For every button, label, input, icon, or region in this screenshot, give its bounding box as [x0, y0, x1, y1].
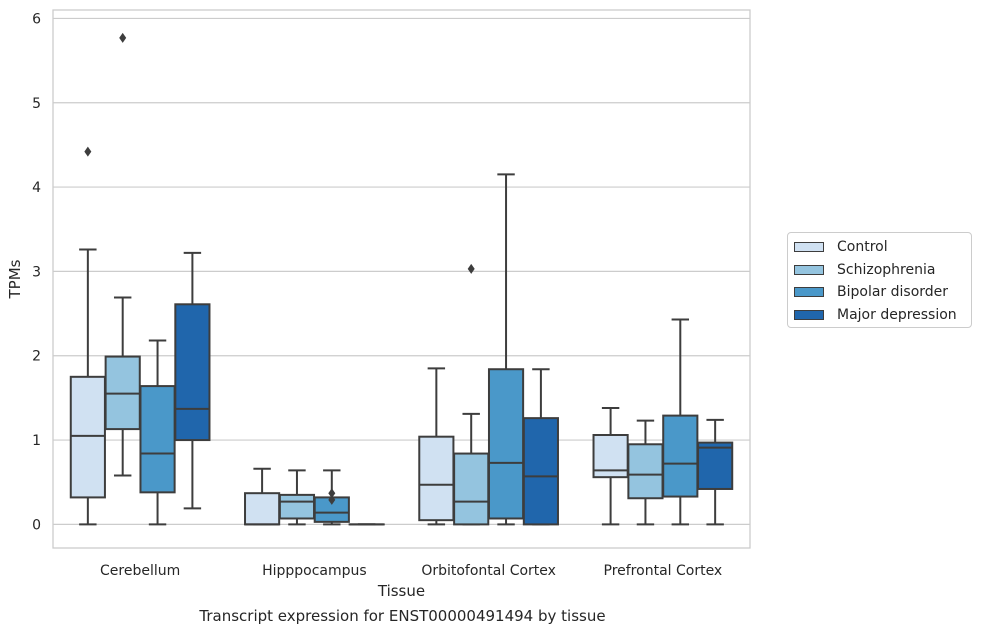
legend-swatch [794, 242, 824, 252]
box-body [69, 375, 106, 499]
box-body [662, 414, 699, 498]
box-body [418, 435, 455, 522]
box-body [487, 368, 525, 520]
box-body [278, 493, 316, 520]
legend-label: Bipolar disorder [837, 284, 949, 300]
y-tick-label: 3 [32, 264, 41, 280]
box-control [69, 146, 106, 526]
box-body [244, 492, 281, 526]
y-axis-label: TPMs [6, 259, 24, 299]
figure-caption: Transcript expression for ENST0000049149… [199, 607, 606, 625]
x-tick-label: Prefrontal Cortex [604, 563, 723, 579]
legend-item: Major depression [794, 305, 957, 325]
x-tick-label: Cerebellum [100, 563, 180, 579]
legend-item: Bipolar disorder [794, 282, 948, 302]
box-series [69, 32, 734, 526]
legend: Control Schizophrenia Bipolar disorder Majo… [787, 232, 972, 328]
box-major-depression [522, 368, 559, 526]
y-tick-label: 2 [32, 349, 41, 365]
outlier-point [119, 32, 127, 43]
box-schizophrenia [104, 32, 141, 477]
box-bipolar-disorder [487, 173, 525, 526]
box-major-depression [697, 418, 734, 526]
legend-label: Schizophrenia [837, 261, 936, 278]
y-tick-label: 0 [32, 517, 41, 533]
y-tick-label: 4 [32, 180, 41, 196]
plot-frame [52, 9, 751, 549]
outlier-point [84, 146, 92, 157]
x-tick-label: Orbitofontal Cortex [421, 563, 556, 579]
box-body [453, 452, 490, 526]
box-bipolar-disorder [662, 318, 699, 526]
box-schizophrenia [453, 263, 490, 526]
box-body [313, 496, 350, 523]
box-body [697, 441, 734, 490]
box-body [627, 443, 664, 500]
outlier-point [328, 488, 336, 499]
box-body [139, 385, 176, 494]
box-major-depression [174, 251, 211, 510]
box-bipolar-disorder [313, 469, 350, 526]
box-control [592, 407, 629, 526]
legend-label: Control [837, 239, 888, 255]
box-body [522, 417, 559, 526]
box-body [174, 303, 211, 442]
legend-swatch [794, 309, 824, 320]
legend-swatch [794, 264, 824, 275]
box-control [418, 367, 455, 526]
legend-label: Major depression [837, 306, 957, 323]
legend-item: Control [794, 237, 888, 257]
x-tick-labels: Cerebellum Hipppocampus Orbitofontal Corte… [100, 563, 722, 579]
x-tick-label: Hipppocampus [262, 563, 367, 579]
legend-item: Schizophrenia [794, 260, 935, 280]
y-tick-label: 5 [32, 96, 41, 112]
box-schizophrenia [278, 469, 316, 526]
y-tick-label: 1 [32, 433, 41, 449]
y-tick-label: 6 [32, 11, 41, 27]
y-tick-labels: 0 1 2 3 4 5 6 [32, 11, 41, 533]
x-axis-label: Tissue [377, 582, 425, 600]
outlier-point [328, 494, 336, 505]
legend-swatch [794, 287, 824, 297]
outlier-point [467, 263, 475, 274]
